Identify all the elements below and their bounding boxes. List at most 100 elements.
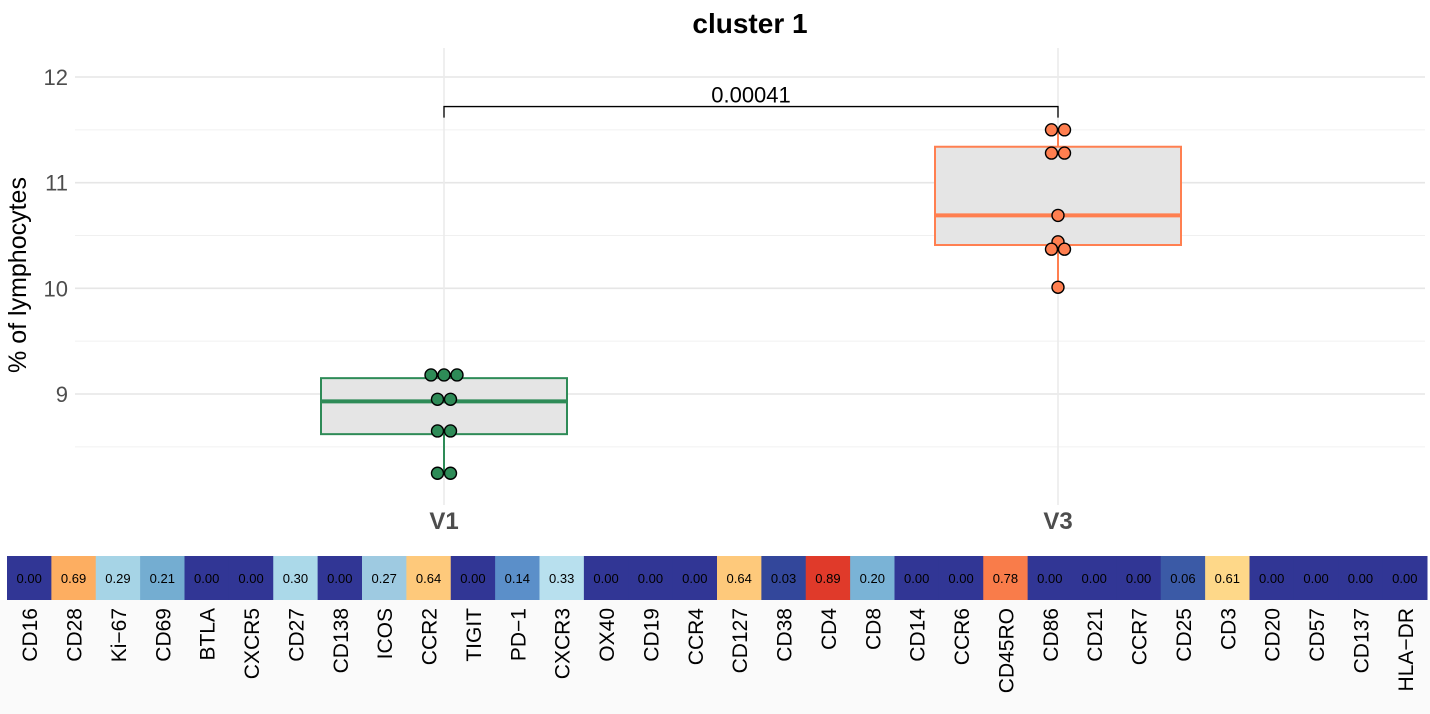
heatmap-cell — [628, 556, 674, 600]
heatmap-value: 0.27 — [372, 571, 397, 586]
heatmap-cell — [583, 556, 629, 600]
data-point — [1057, 123, 1072, 137]
axes: 9 10 11 12 V1 V3 — [44, 65, 1073, 535]
y-tick-label: 12 — [44, 65, 68, 90]
data-point — [443, 392, 458, 406]
heatmap-marker-label: CD4 — [818, 608, 841, 650]
heatmap-marker-label: CXCR3 — [552, 608, 575, 679]
heatmap-value: 0.78 — [993, 571, 1018, 586]
heatmap-cell — [938, 556, 984, 600]
bracket-line — [443, 105, 1059, 118]
box-V3 — [934, 145, 1182, 247]
x-tick-label: V1 — [429, 508, 458, 535]
heatmap-marker-label: CCR6 — [951, 608, 974, 665]
heatmap-value: 0.64 — [416, 571, 441, 586]
y-axis-label: % of lymphocytes — [4, 177, 32, 373]
heatmap-cell — [805, 556, 851, 600]
boxplots — [320, 123, 1182, 480]
data-point — [437, 368, 451, 382]
chart-title: cluster 1 — [692, 8, 807, 39]
heatmap-marker-label: ICOS — [374, 608, 397, 659]
data-point — [1044, 123, 1059, 137]
heatmap-value: 0.61 — [1215, 571, 1240, 586]
heatmap-marker-label: CCR7 — [1129, 608, 1152, 665]
heatmap-value: 0.00 — [194, 571, 219, 586]
heatmap-value: 0.00 — [1126, 571, 1151, 586]
data-point — [450, 368, 464, 382]
data-point — [1044, 146, 1059, 160]
heatmap-value: 0.33 — [549, 571, 574, 586]
heatmap-value: 0.00 — [1082, 571, 1107, 586]
heatmap-marker-label: CD127 — [729, 608, 752, 673]
heatmap-marker-label: CCR2 — [419, 608, 442, 665]
heatmap-cell — [1205, 556, 1250, 600]
heatmap-value: 0.03 — [771, 571, 796, 586]
heatmap-marker-label: Ki−67 — [108, 608, 131, 662]
heatmap-value: 0.06 — [1170, 571, 1195, 586]
heatmap-cell — [140, 556, 185, 600]
data-point — [1057, 146, 1072, 160]
x-tick-label: V3 — [1043, 508, 1072, 535]
y-tick-label: 10 — [44, 276, 68, 301]
data-point — [1051, 208, 1065, 223]
heatmap-marker-label: HLA−DR — [1395, 608, 1418, 691]
heatmap-cell — [7, 556, 52, 600]
heatmap-marker-label: CD25 — [1173, 608, 1196, 662]
heatmap-cell — [450, 556, 496, 600]
heatmap-marker-label: CD20 — [1262, 608, 1285, 662]
heatmap-value: 0.00 — [1392, 571, 1417, 586]
heatmap-value: 0.00 — [638, 571, 663, 586]
data-point — [430, 424, 445, 438]
heatmap-cell — [761, 556, 807, 600]
heatmap-cell — [850, 556, 895, 600]
heatmap-cell — [1293, 556, 1339, 600]
heatmap-value: 0.69 — [61, 571, 86, 586]
heatmap-cell — [1027, 556, 1073, 600]
data-point — [424, 368, 438, 382]
heatmap-value: 0.14 — [505, 571, 530, 586]
heatmap-value: 0.21 — [150, 571, 175, 586]
heatmap-value: 0.20 — [860, 571, 885, 586]
heatmap-marker-label: BTLA — [197, 608, 220, 661]
heatmap-cell — [1338, 556, 1384, 600]
heatmap-cell — [317, 556, 363, 600]
heatmap-value: 0.00 — [17, 571, 42, 586]
heatmap-marker-label: CD137 — [1350, 608, 1373, 673]
heatmap-marker-label: CD3 — [1217, 608, 1240, 650]
heatmap-value: 0.00 — [1259, 571, 1284, 586]
y-tick-label: 9 — [56, 382, 68, 407]
box-V1 — [320, 377, 568, 436]
heatmap-cell — [1249, 556, 1295, 600]
heatmap-cell — [1116, 556, 1162, 600]
heatmap-marker-label: OX40 — [596, 608, 619, 662]
data-point — [1057, 242, 1072, 256]
heatmap-cell — [717, 556, 762, 600]
heatmap-marker-label: CD69 — [152, 608, 175, 662]
data-point — [1051, 280, 1065, 294]
heatmap-value: 0.00 — [682, 571, 707, 586]
heatmap-value: 0.00 — [904, 571, 929, 586]
heatmap-cell — [894, 556, 940, 600]
heatmap-value: 0.00 — [948, 571, 973, 586]
heatmap-cell — [983, 556, 1029, 600]
heatmap-cell — [273, 556, 319, 600]
heatmap-marker-label: CD28 — [64, 608, 87, 662]
heatmap-cell — [95, 556, 141, 600]
data-point — [430, 466, 445, 480]
heatmap-value: 0.30 — [283, 571, 308, 586]
heatmap-marker-label: CD27 — [285, 608, 308, 662]
heatmap-marker-label: CD19 — [640, 608, 663, 662]
heatmap-marker-label: CD14 — [907, 608, 930, 662]
heatmap-marker-label: CD86 — [1040, 608, 1063, 662]
heatmap-cell — [539, 556, 585, 600]
heatmap-cell — [362, 556, 407, 600]
heatmap-marker-label: CD38 — [774, 608, 797, 662]
heatmap: 0.00 CD16 0.69 CD28 0.29 Ki−67 0.21 CD69 0.00 BTL… — [7, 556, 1428, 693]
heatmap-value: 0.00 — [460, 571, 485, 586]
heatmap-marker-label: CD138 — [330, 608, 353, 673]
heatmap-marker-label: CD8 — [862, 608, 885, 650]
significance-bracket: 0.00041 — [443, 83, 1059, 118]
heatmap-cell — [1382, 556, 1428, 600]
heatmap-cell — [672, 556, 718, 600]
